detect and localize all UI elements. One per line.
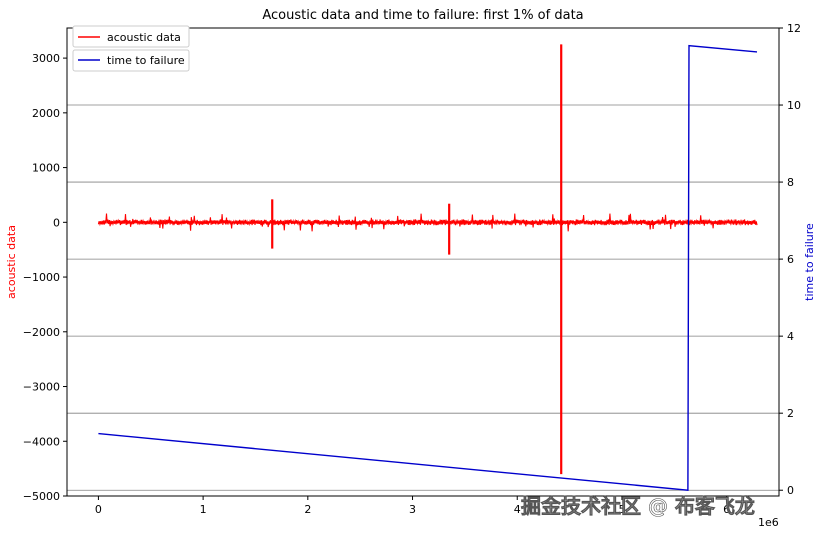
y-left-tick-label-−5000: −5000 xyxy=(23,490,60,503)
y-axis-right: 0 2 4 6 8 10 12 xyxy=(779,22,801,497)
x-tick-label-5: 5 xyxy=(618,503,625,516)
x-tick-label-4: 4 xyxy=(514,503,521,516)
y-right-tick-label-8: 8 xyxy=(787,176,794,189)
legend-label-acoustic: acoustic data xyxy=(107,31,181,44)
plot-frame xyxy=(66,27,780,497)
y-right-tick-label-12: 12 xyxy=(787,22,801,35)
watermark: 掘金技术社区 @ 布客飞龙 xyxy=(521,494,755,518)
y-left-tick-label-1000: 1000 xyxy=(32,162,60,175)
y-right-tick-label-4: 4 xyxy=(787,330,794,343)
legend-box-acoustic xyxy=(72,25,190,48)
chart-title: Acoustic data and time to failure: first… xyxy=(262,8,583,23)
y-right-tick-label-10: 10 xyxy=(787,99,801,112)
y-left-tick-label-−1000: −1000 xyxy=(23,271,60,284)
grid-lines xyxy=(67,27,779,491)
y-left-tick-label-0: 0 xyxy=(53,216,60,229)
y-axis-left-label: acoustic data xyxy=(5,225,18,299)
acoustic-data-line xyxy=(97,213,758,232)
x-axis: 0 1 2 3 4 5 6 xyxy=(95,496,730,516)
y-right-tick-label-0: 0 xyxy=(787,484,794,497)
y-right-tick-label-6: 6 xyxy=(787,253,794,266)
x-tick-label-2: 2 xyxy=(304,503,311,516)
y-left-tick-label-2000: 2000 xyxy=(32,107,60,120)
y-left-tick-label-−2000: −2000 xyxy=(23,326,60,339)
legend-label-ttf: time to failure xyxy=(107,54,185,67)
time-to-failure-line xyxy=(98,44,758,491)
legend-box-ttf xyxy=(72,49,190,72)
series-layer xyxy=(97,44,758,491)
y-axis-left: 3000 2000 1000 0 −1000 −2000 −3000 −4000 −5000 xyxy=(23,52,67,503)
x-offset-label: 1e6 xyxy=(758,516,779,529)
y-left-tick-label-−4000: −4000 xyxy=(23,435,60,448)
x-tick-label-0: 0 xyxy=(95,503,102,516)
x-tick-label-6: 6 xyxy=(723,503,730,516)
y-axis-right-label: time to failure xyxy=(803,223,816,301)
x-tick-label-1: 1 xyxy=(200,503,207,516)
y-right-tick-label-2: 2 xyxy=(787,407,794,420)
legend: acoustic data time to failure xyxy=(72,25,190,72)
y-left-tick-label-3000: 3000 xyxy=(32,52,60,65)
y-left-tick-label-−3000: −3000 xyxy=(23,381,60,394)
x-tick-label-3: 3 xyxy=(409,503,416,516)
